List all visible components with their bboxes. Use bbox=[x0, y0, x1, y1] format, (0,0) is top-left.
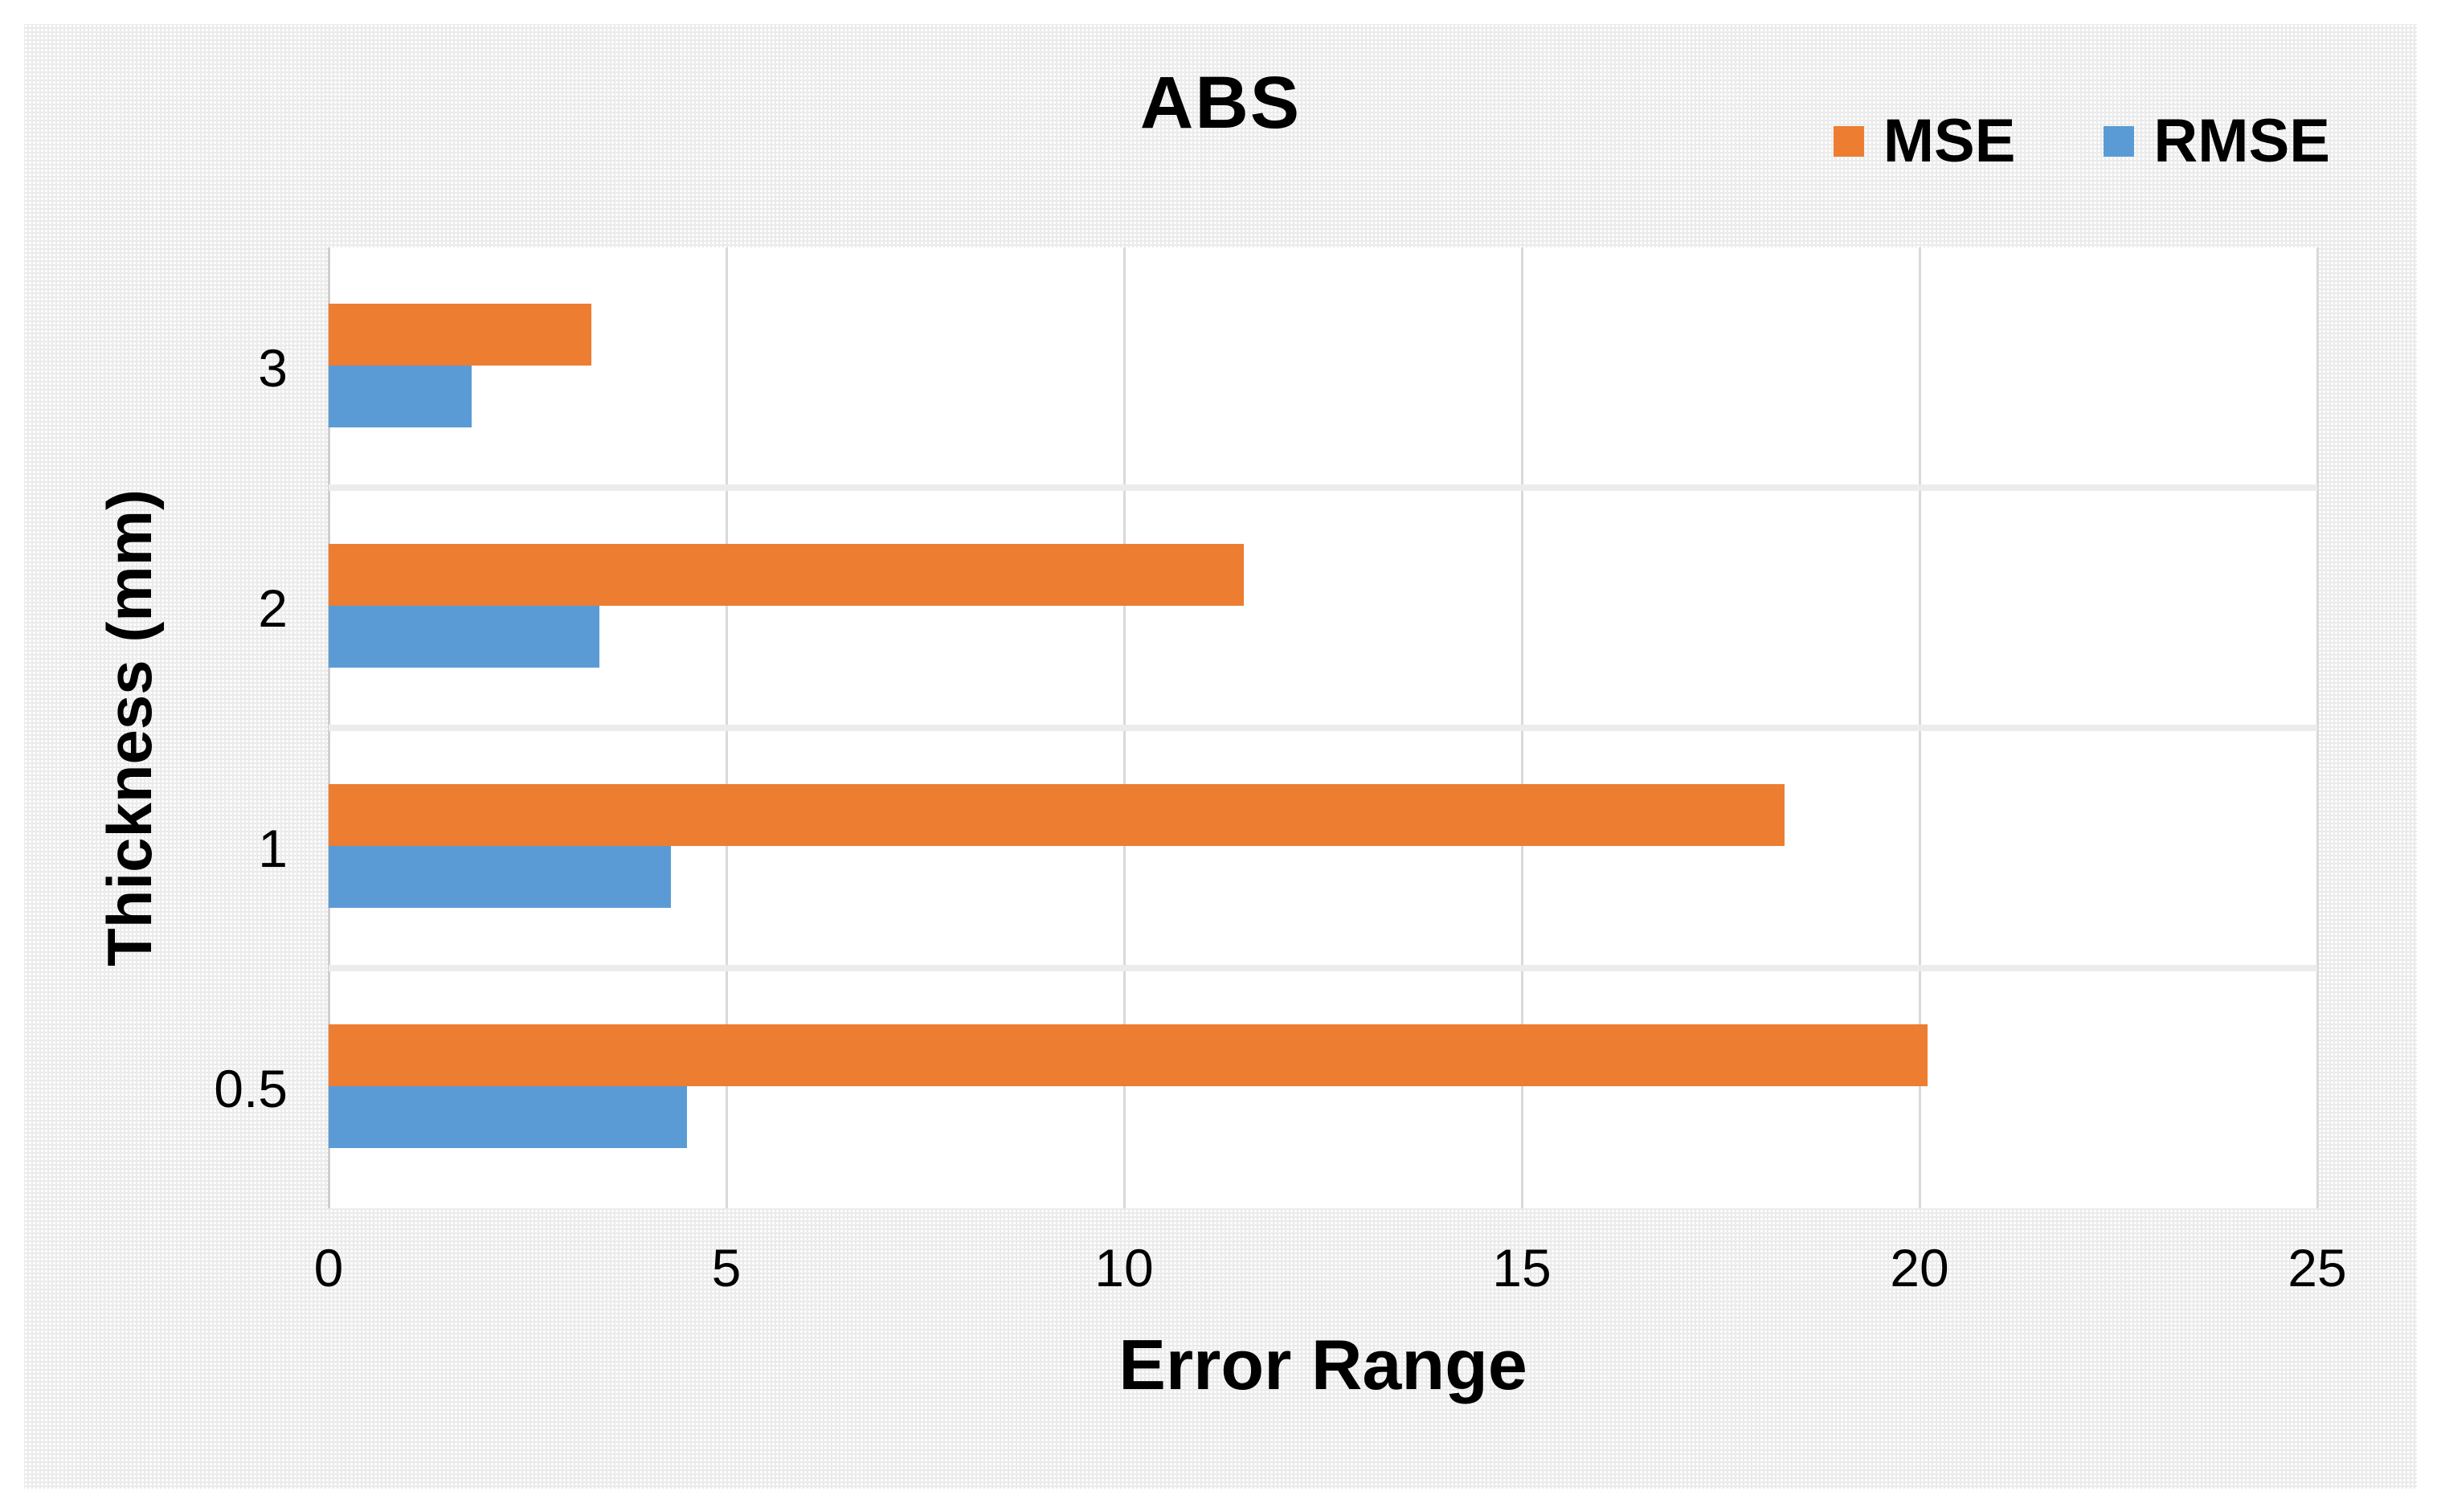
rmse-bar-thickness-2 bbox=[329, 606, 599, 668]
x-tick-label-10: 10 bbox=[1094, 1238, 1154, 1297]
x-tick-label-5: 5 bbox=[711, 1238, 742, 1297]
x-tick-label-15: 15 bbox=[1492, 1238, 1552, 1297]
category-label-2: 2 bbox=[258, 578, 288, 638]
category-label-0.5: 0.5 bbox=[214, 1058, 288, 1118]
rmse-bar-thickness-1 bbox=[329, 846, 671, 908]
rmse-bar-thickness-0.5 bbox=[329, 1086, 687, 1148]
band-separator bbox=[329, 484, 2317, 491]
x-tick-label-20: 20 bbox=[1890, 1238, 1949, 1297]
category-label-1: 1 bbox=[258, 818, 288, 878]
legend-label-mse: MSE bbox=[1883, 107, 2016, 175]
mse-bar-thickness-0.5 bbox=[329, 1024, 1928, 1086]
x-axis-title: Error Range bbox=[1118, 1325, 1527, 1404]
category-band-3 bbox=[329, 247, 2317, 488]
legend-label-rmse: RMSE bbox=[2153, 107, 2330, 175]
y-axis-category-labels: 3 2 1 0.5 bbox=[0, 247, 288, 1208]
mse-swatch-icon bbox=[1833, 126, 1864, 157]
legend-item-mse: MSE bbox=[1833, 107, 2016, 175]
x-tick-label-25: 25 bbox=[2288, 1238, 2347, 1297]
mse-bar-thickness-2 bbox=[329, 544, 1244, 606]
band-separator bbox=[329, 965, 2317, 971]
plot-area bbox=[328, 247, 2319, 1208]
x-axis-tick-labels: 0 5 10 15 20 25 bbox=[314, 1238, 2347, 1297]
mse-bar-thickness-1 bbox=[329, 784, 1785, 846]
v-gridline-25 bbox=[2316, 247, 2319, 1208]
category-band-1 bbox=[329, 728, 2317, 968]
rmse-swatch-icon bbox=[2104, 126, 2135, 157]
rmse-bar-thickness-3 bbox=[329, 366, 472, 427]
category-band-2 bbox=[329, 488, 2317, 728]
category-label-3: 3 bbox=[258, 337, 288, 398]
legend: MSE RMSE bbox=[1833, 107, 2330, 175]
band-separator bbox=[329, 725, 2317, 731]
mse-bar-thickness-3 bbox=[329, 304, 591, 366]
x-tick-label-0: 0 bbox=[313, 1238, 344, 1297]
chart-title: ABS bbox=[1139, 62, 1302, 144]
legend-item-rmse: RMSE bbox=[2104, 111, 2330, 172]
category-band-0.5 bbox=[329, 968, 2317, 1208]
